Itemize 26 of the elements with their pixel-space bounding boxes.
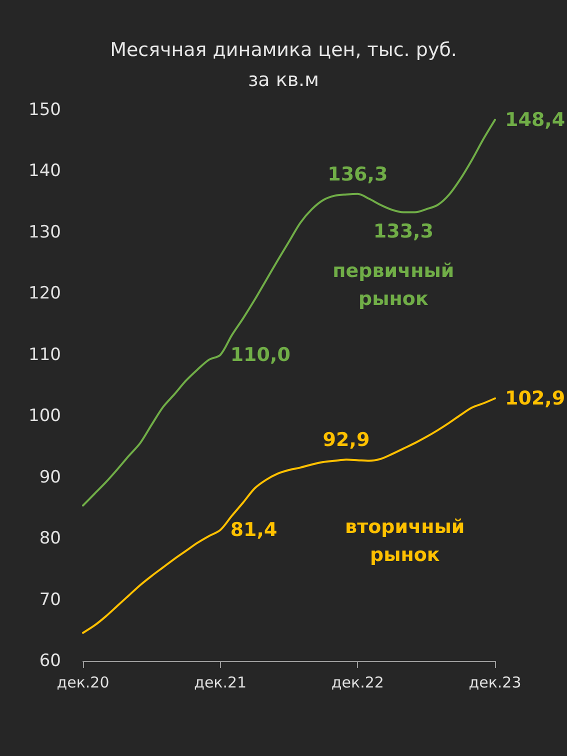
data-label: 102,9 bbox=[505, 387, 566, 410]
y-tick-label: 90 bbox=[39, 467, 61, 488]
line-series bbox=[82, 118, 496, 506]
chart-title: Месячная динамика цен, тыс. руб. за кв.м bbox=[110, 39, 457, 91]
y-tick-label: 60 bbox=[39, 651, 61, 671]
y-tick-label: 130 bbox=[28, 222, 61, 242]
data-label: 92,9 bbox=[322, 429, 370, 452]
data-label: 110,0 bbox=[230, 344, 290, 366]
y-tick-label: 80 bbox=[39, 528, 61, 549]
x-tick-label: дек.23 bbox=[468, 674, 522, 692]
y-tick-label: 150 bbox=[28, 100, 61, 120]
line-series bbox=[82, 397, 496, 634]
data-label: 136,3 bbox=[328, 163, 388, 186]
x-tick-label: дек.20 bbox=[56, 674, 110, 692]
text: первичный рынок bbox=[332, 260, 454, 310]
data-label: 81,4 bbox=[230, 518, 278, 541]
y-tick-label: 140 bbox=[28, 161, 61, 182]
y-tick-label: 100 bbox=[28, 406, 61, 426]
data-label: 148,4 bbox=[505, 108, 566, 131]
y-tick-label: 70 bbox=[39, 590, 61, 610]
x-tick-label: дек.21 bbox=[194, 674, 247, 692]
x-tick-label: дек.22 bbox=[331, 674, 384, 692]
data-label: 133,3 bbox=[373, 220, 434, 243]
text: вторичный рынок bbox=[345, 516, 465, 566]
y-tick-label: 120 bbox=[28, 284, 61, 304]
y-tick-label: 110 bbox=[28, 344, 61, 365]
